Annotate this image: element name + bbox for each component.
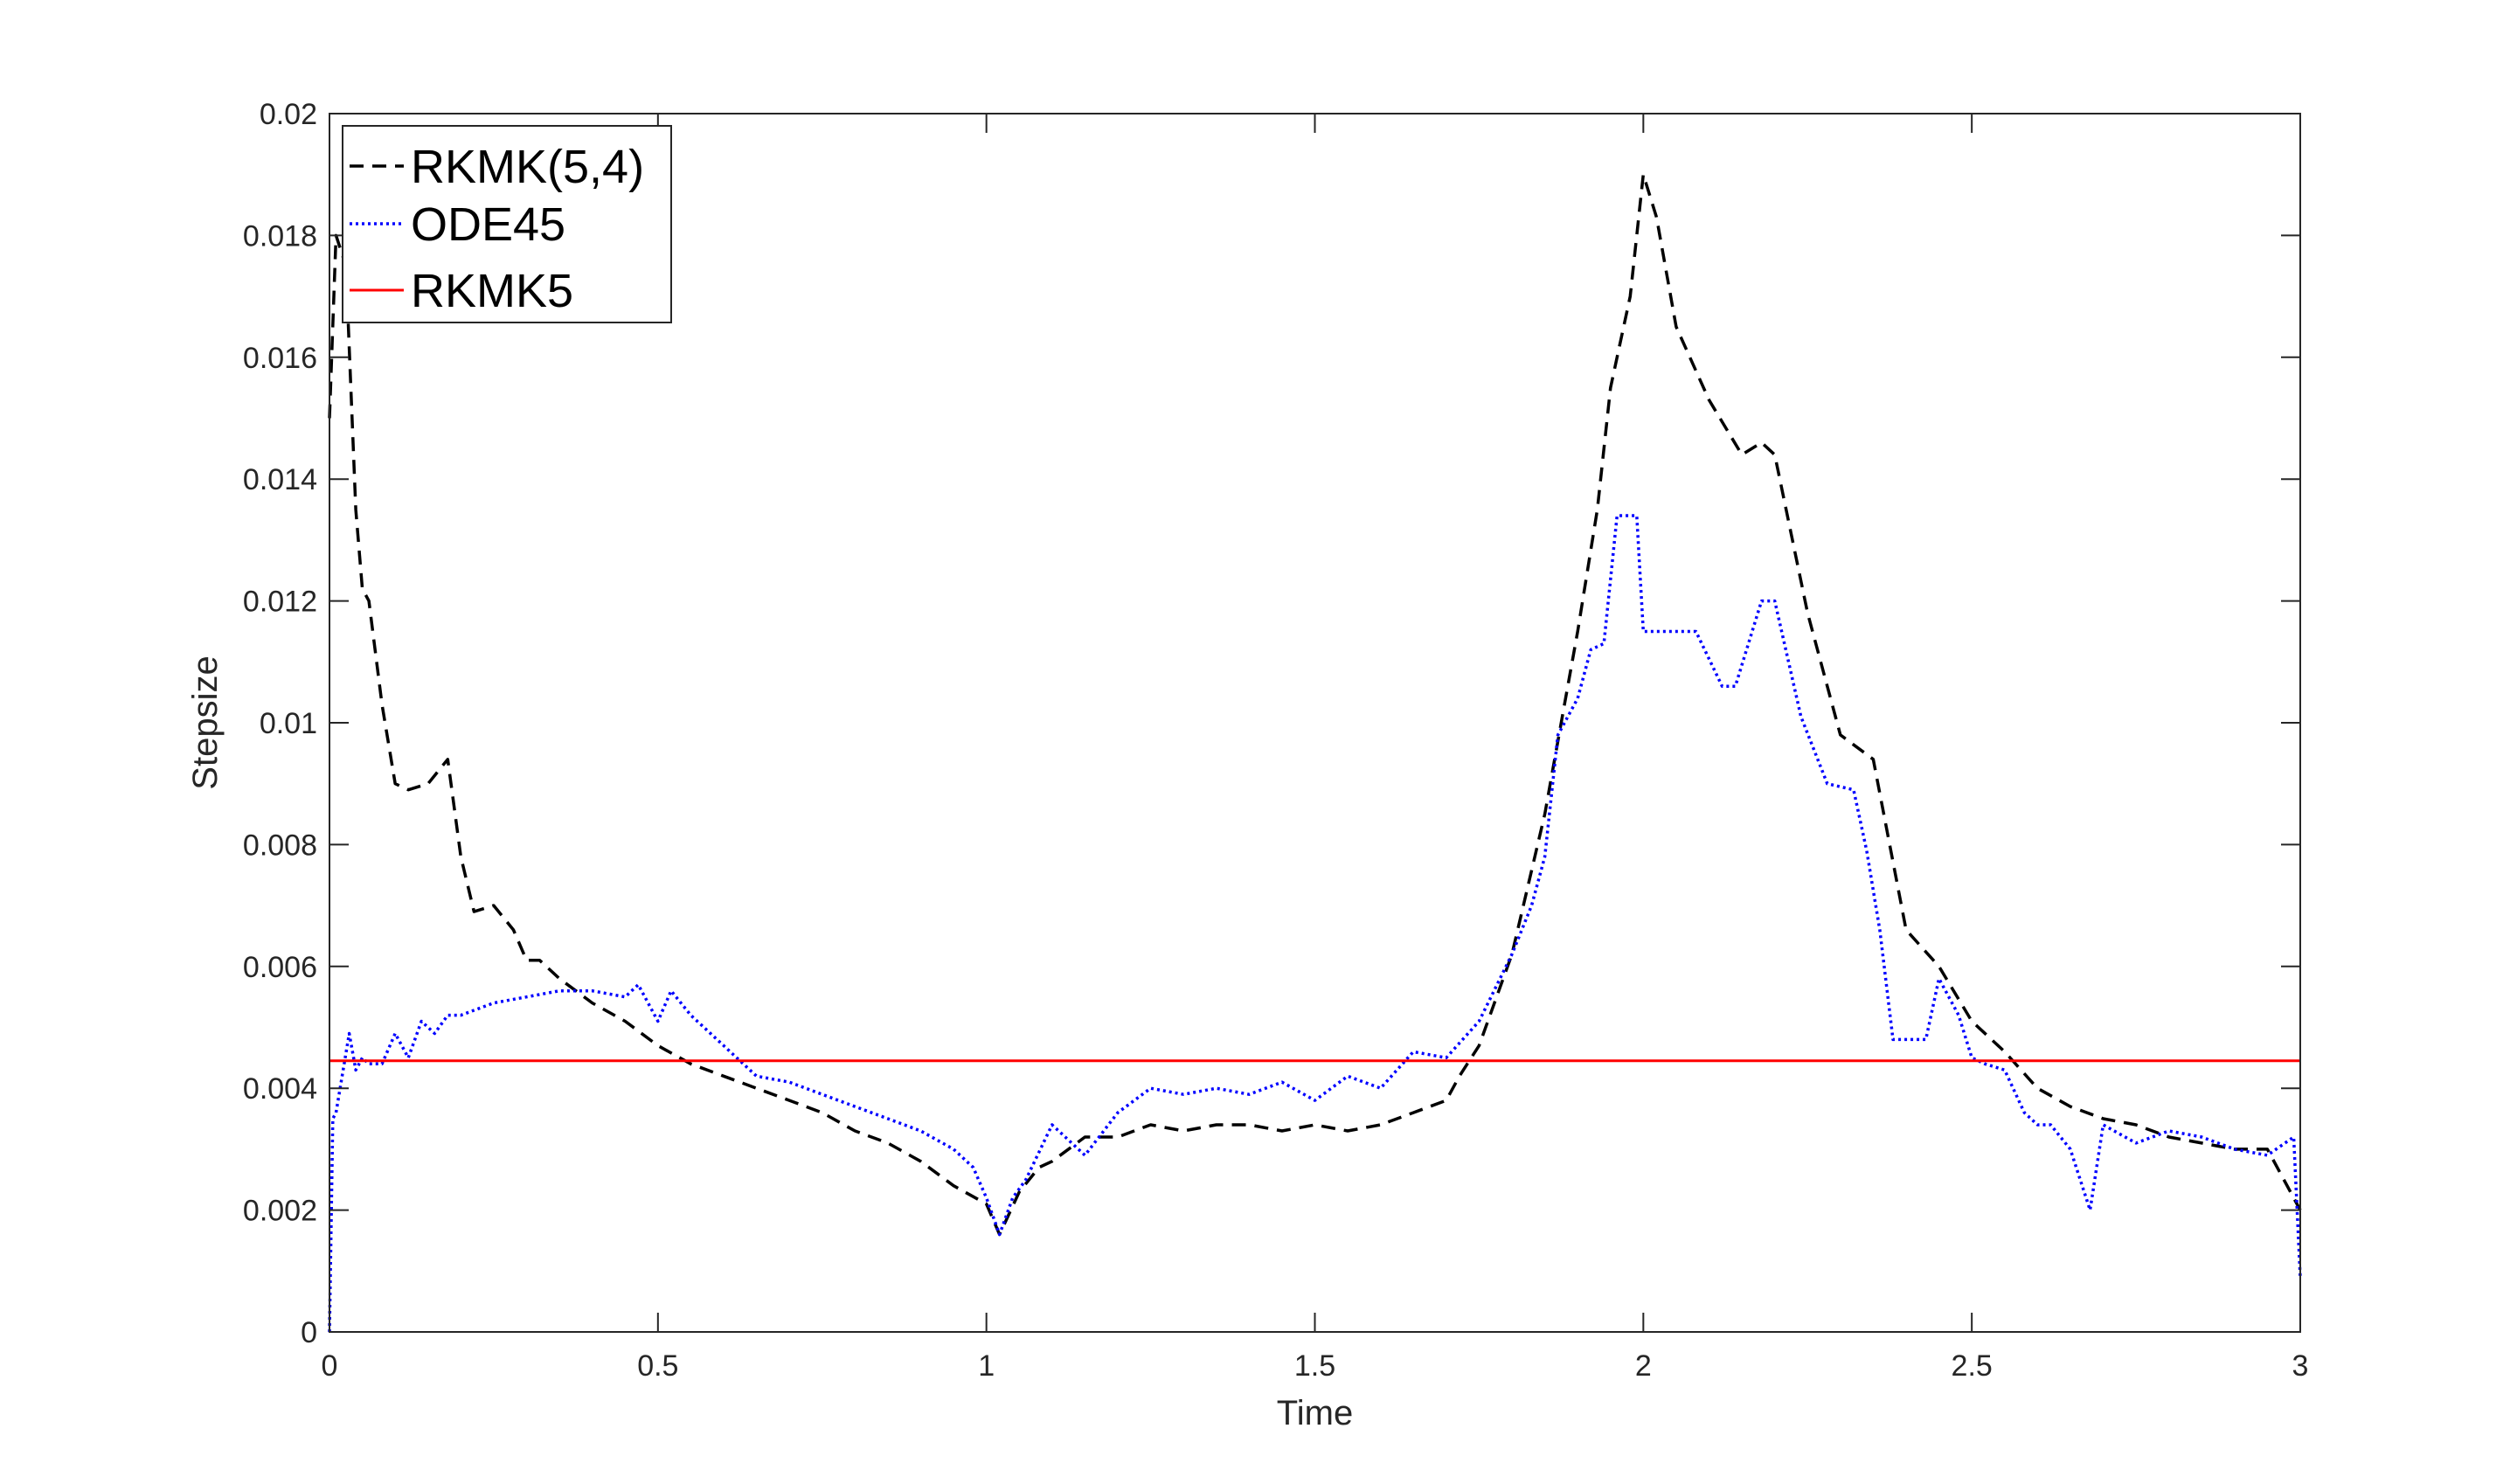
series-line-ode45 [328, 514, 2302, 1333]
series-layer [328, 172, 2302, 1333]
legend-label-ode45: ODE45 [411, 198, 565, 251]
x-tick-label: 2 [1635, 1349, 1652, 1383]
y-tick-label: 0.008 [243, 829, 317, 862]
y-tick-label: 0.016 [243, 342, 317, 375]
y-tick-label: 0.018 [243, 219, 317, 253]
x-tick-label: 0 [322, 1349, 338, 1383]
x-tick-label: 2.5 [1952, 1349, 1993, 1383]
ticks-layer: 0 0.5 1 1.5 2 2.5 3 0 0.002 0.004 0.006 0.008 0.01 0.… [243, 98, 2309, 1383]
x-axis-label: Time [1277, 1394, 1353, 1432]
y-tick-label: 0.002 [243, 1195, 317, 1228]
x-tick-label: 0.5 [637, 1349, 678, 1383]
series-line-rkmk-5-4 [328, 172, 2302, 1237]
y-tick-label: 0.014 [243, 463, 317, 496]
x-tick-label: 1.5 [1294, 1349, 1335, 1383]
y-tick-label: 0.02 [260, 98, 317, 131]
y-tick-label: 0 [301, 1316, 317, 1349]
y-tick-label: 0.004 [243, 1072, 317, 1106]
legend-label-rkmk5: RKMK5 [411, 265, 573, 317]
y-axis-label: Stepsize [186, 655, 225, 789]
y-tick-label: 0.006 [243, 951, 317, 984]
legend-entries: RKMK(5,4)ODE45 RKMK5 [350, 141, 644, 317]
y-tick-label: 0.012 [243, 586, 317, 619]
y-tick-label: 0.01 [260, 707, 317, 740]
x-tick-label: 1 [978, 1349, 995, 1383]
legend-label-rkmk-5-4: RKMK(5,4) [411, 141, 644, 193]
legend: RKMK(5,4)ODE45 RKMK5 [342, 125, 672, 323]
x-tick-label: 3 [2292, 1349, 2309, 1383]
